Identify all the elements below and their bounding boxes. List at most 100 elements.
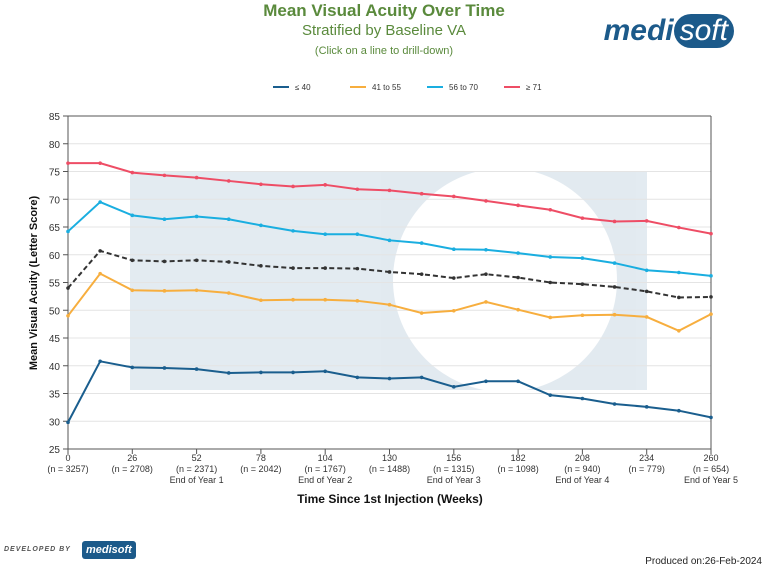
data-point	[98, 200, 102, 204]
data-point	[677, 408, 681, 413]
data-point	[162, 173, 167, 178]
x-tick-count: (n = 2708)	[112, 464, 153, 474]
y-tick-label: 40	[49, 362, 61, 373]
data-point	[259, 223, 263, 228]
data-point	[259, 264, 263, 268]
data-point	[355, 187, 360, 192]
data-point	[419, 272, 424, 276]
data-point	[677, 270, 681, 275]
data-point	[387, 188, 392, 193]
data-point	[259, 182, 263, 187]
x-tick-label: 104	[318, 453, 333, 463]
data-point	[194, 214, 199, 219]
x-tick-label: 156	[446, 453, 461, 463]
data-point	[162, 259, 167, 264]
data-point	[162, 366, 167, 370]
data-point	[644, 315, 649, 319]
data-point	[291, 266, 295, 270]
x-tick-count: (n = 2371)	[176, 464, 217, 474]
data-point	[644, 289, 649, 294]
data-point	[194, 258, 199, 263]
data-point	[387, 376, 392, 381]
x-tick-count: (n = 940)	[564, 464, 600, 474]
data-point	[580, 313, 585, 318]
developed-by-label: DEVELOPED BY	[4, 546, 71, 553]
data-point	[516, 203, 520, 208]
data-point	[644, 219, 649, 223]
x-tick-count: (n = 1767)	[305, 464, 346, 474]
data-point	[677, 328, 681, 333]
x-tick-count: (n = 779)	[629, 464, 665, 474]
data-point	[194, 175, 199, 180]
data-point	[516, 251, 520, 255]
data-point	[677, 295, 681, 300]
legend-label[interactable]: 41 to 55	[372, 83, 401, 92]
y-tick-label: 80	[49, 140, 61, 151]
data-point	[484, 300, 488, 304]
data-point	[355, 266, 360, 271]
data-point	[291, 297, 295, 302]
data-point	[98, 359, 102, 364]
x-tick-label: 0	[65, 453, 70, 463]
y-axis-label: Mean Visual Acuity (Letter Score)	[28, 196, 40, 371]
data-point	[130, 170, 135, 175]
drilldown-hint: (Click on a line to drill-down)	[314, 45, 454, 57]
data-point	[484, 272, 488, 276]
data-point	[98, 249, 102, 253]
data-point	[548, 280, 553, 285]
x-tick-label: 52	[192, 453, 202, 463]
x-tick-label: 78	[256, 453, 266, 463]
data-point	[612, 285, 617, 289]
data-point	[226, 260, 231, 264]
data-point	[419, 375, 424, 380]
data-point	[130, 213, 135, 218]
medisoft-watermark	[130, 168, 647, 392]
data-point	[419, 191, 424, 196]
x-tick-count: (n = 2042)	[240, 464, 281, 474]
data-point	[644, 268, 649, 273]
data-point	[323, 183, 328, 187]
data-point	[323, 266, 328, 270]
x-tick-year: End of Year 4	[555, 475, 609, 485]
data-point	[484, 379, 488, 384]
data-point	[259, 298, 263, 303]
x-tick-label: 182	[511, 453, 526, 463]
data-point	[419, 311, 424, 315]
data-point	[130, 365, 135, 370]
data-point	[162, 217, 167, 222]
y-tick-label: 65	[49, 223, 61, 234]
data-point	[387, 302, 392, 307]
data-point	[709, 312, 713, 316]
data-point	[612, 312, 617, 317]
x-tick-year: End of Year 5	[684, 475, 738, 485]
y-tick-label: 70	[49, 195, 61, 206]
data-point	[226, 291, 231, 295]
legend-label[interactable]: ≤ 40	[295, 83, 311, 92]
data-point	[323, 232, 328, 237]
medisoft-logo: medi soft	[604, 14, 734, 48]
x-tick-year: End of Year 2	[298, 475, 352, 485]
data-point	[66, 161, 70, 165]
data-point	[452, 194, 456, 199]
data-point	[548, 315, 553, 320]
data-point	[66, 420, 70, 425]
data-point	[323, 369, 328, 374]
data-point	[419, 241, 424, 245]
data-point	[66, 229, 70, 234]
data-point	[516, 379, 520, 384]
data-point	[612, 402, 617, 406]
y-tick-label: 30	[49, 417, 61, 428]
data-point	[484, 199, 488, 203]
y-tick-label: 60	[49, 251, 61, 262]
data-point	[162, 289, 167, 293]
legend-label[interactable]: ≥ 71	[526, 83, 542, 92]
legend-label[interactable]: 56 to 70	[449, 83, 478, 92]
data-point	[194, 367, 199, 371]
data-point	[709, 231, 713, 236]
y-tick-label: 85	[49, 112, 61, 123]
data-point	[709, 415, 713, 420]
data-point	[259, 370, 263, 375]
x-tick-year: End of Year 3	[427, 475, 481, 485]
data-point	[677, 225, 681, 230]
data-point	[387, 270, 392, 274]
